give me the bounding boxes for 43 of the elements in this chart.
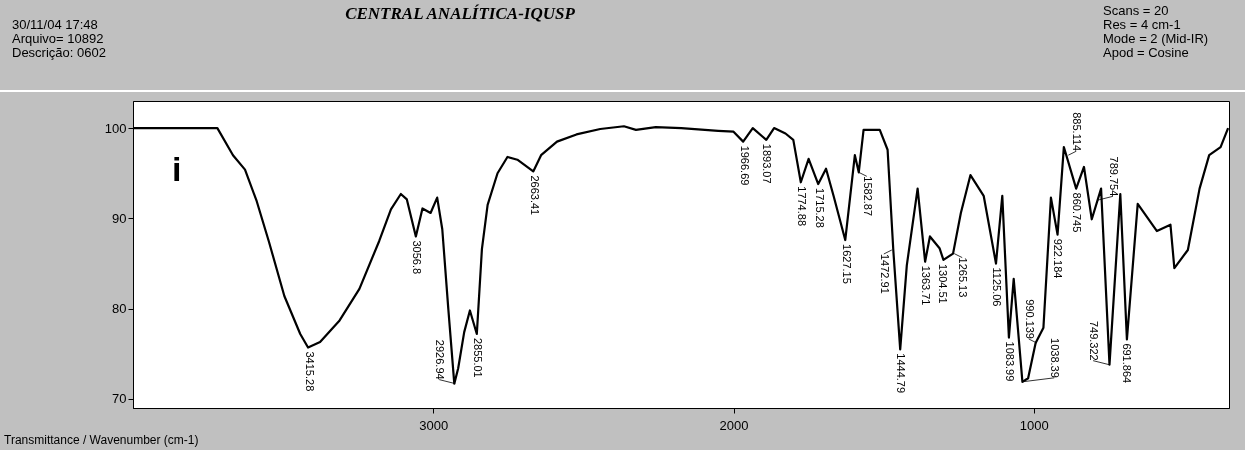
annotation: 860.745 — [1070, 192, 1083, 233]
chart-title: CENTRAL ANALÍTICA-IQUSP — [345, 4, 575, 23]
y-tick-label: 90 — [112, 210, 127, 226]
text: Mode = 2 (Mid-IR) — [1103, 31, 1209, 46]
x-tick-label: 2000 — [719, 417, 749, 433]
x-axis-title: Transmittance / Wavenumber (cm-1) — [4, 433, 199, 447]
annotation: 749.322 — [1088, 320, 1101, 361]
y-tick-label: 80 — [112, 301, 127, 317]
annotation: 1582.87 — [861, 176, 874, 217]
y-tick-label: 70 — [112, 391, 127, 407]
annotation: 1038.39 — [1049, 338, 1062, 378]
annotation: i — [172, 150, 182, 189]
text: Apod = Cosine — [1103, 45, 1189, 60]
text: 30/11/04 17:48 — [12, 17, 99, 32]
annotation: 1083.99 — [1003, 341, 1016, 382]
annotation: 1774.88 — [796, 186, 809, 227]
text: Res = 4 cm-1 — [1103, 17, 1182, 32]
annotation: 2926.94 — [434, 339, 447, 380]
annotation: 1125.06 — [991, 267, 1004, 307]
annotation: 1893.07 — [760, 143, 773, 184]
annotation: 1715.28 — [814, 188, 827, 228]
text: Arquivo= 10892 — [12, 31, 105, 46]
x-tick-label: 3000 — [419, 417, 449, 433]
annotation: 1363.71 — [919, 265, 932, 306]
annotation: 1304.51 — [937, 263, 950, 304]
annotation: 1627.15 — [840, 244, 853, 284]
annotation: 2663.41 — [529, 175, 542, 216]
annotation: 3415.28 — [303, 351, 316, 392]
text: Scans = 20 — [1103, 3, 1170, 18]
annotation: 3056.8 — [411, 240, 424, 275]
y-tick-label: 100 — [104, 120, 127, 136]
annotation: 789.754 — [1107, 156, 1120, 197]
annotation: 885.114 — [1071, 112, 1084, 152]
annotation: 691.864 — [1121, 343, 1134, 384]
annotation: 2855.01 — [471, 337, 484, 378]
annotation: 1265.13 — [957, 257, 970, 298]
annotation: 1444.79 — [895, 353, 908, 394]
text: Descrição: 0602 — [12, 45, 106, 60]
x-tick-label: 1000 — [1019, 417, 1049, 433]
annotation: 990.139 — [1023, 299, 1036, 339]
annotation: 1966.69 — [738, 145, 751, 186]
annotation: 922.184 — [1052, 238, 1065, 279]
annotation: 1472.91 — [878, 253, 891, 294]
